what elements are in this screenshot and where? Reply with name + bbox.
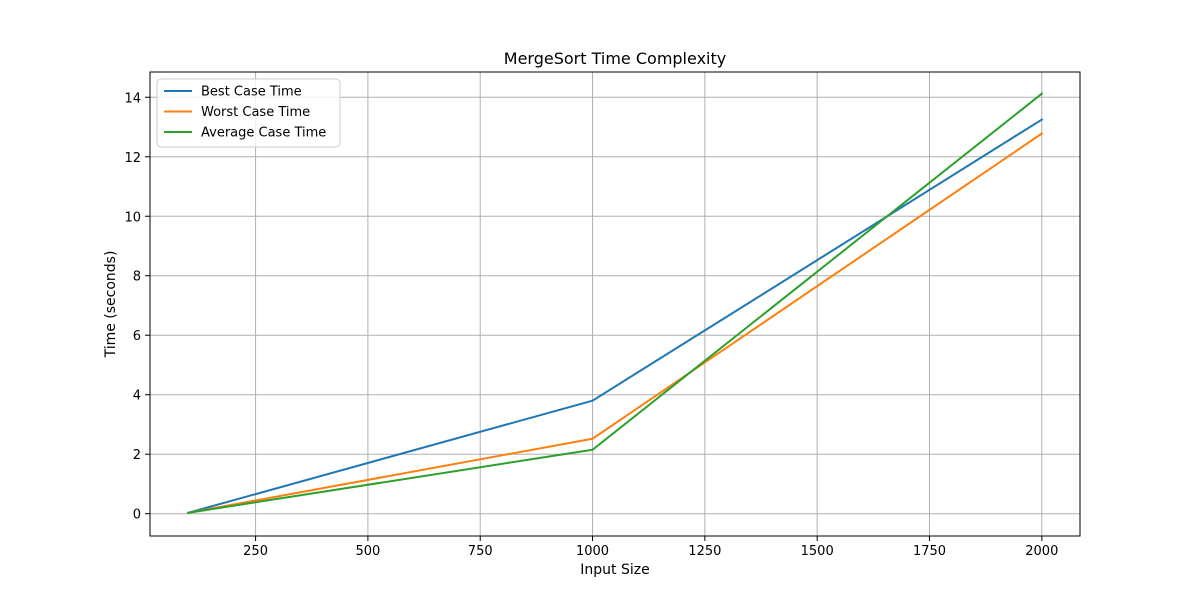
series-lines xyxy=(186,92,1044,515)
x-tick-label: 1500 xyxy=(801,544,834,559)
x-tick-label: 1750 xyxy=(913,544,946,559)
y-tick-label: 8 xyxy=(133,270,141,285)
series-line-worst-case-time xyxy=(187,132,1044,514)
grid xyxy=(150,72,1080,536)
x-tick-label: 1250 xyxy=(688,544,721,559)
legend: Best Case Time Worst Case Time Average Cas… xyxy=(156,78,341,148)
legend-label: Best Case Time xyxy=(201,85,302,100)
x-axis-ticks: 250 500 750 1000 1250 1500 1750 2000 xyxy=(243,536,1058,559)
x-axis-label: Input Size xyxy=(580,562,649,578)
x-tick-label: 250 xyxy=(243,544,268,559)
y-tick-label: 0 xyxy=(133,508,141,523)
x-tick-label: 500 xyxy=(355,544,380,559)
legend-box xyxy=(156,78,341,148)
y-tick-label: 6 xyxy=(133,329,141,344)
y-tick-label: 2 xyxy=(133,448,141,463)
plot-frame xyxy=(149,71,1081,537)
y-axis-label: Time (seconds) xyxy=(103,251,119,359)
chart-title: MergeSort Time Complexity xyxy=(504,49,726,68)
series-line-average-case-time xyxy=(187,92,1044,514)
legend-label: Worst Case Time xyxy=(201,105,310,120)
y-tick-label: 10 xyxy=(124,210,141,225)
x-tick-label: 1000 xyxy=(576,544,609,559)
y-axis-ticks: 0 2 4 6 8 10 12 14 xyxy=(124,91,150,523)
legend-label: Average Case Time xyxy=(201,126,326,141)
y-tick-label: 14 xyxy=(124,91,141,106)
y-tick-label: 4 xyxy=(133,389,141,404)
x-tick-label: 750 xyxy=(468,544,493,559)
y-tick-label: 12 xyxy=(124,151,141,166)
x-tick-label: 2000 xyxy=(1025,544,1058,559)
